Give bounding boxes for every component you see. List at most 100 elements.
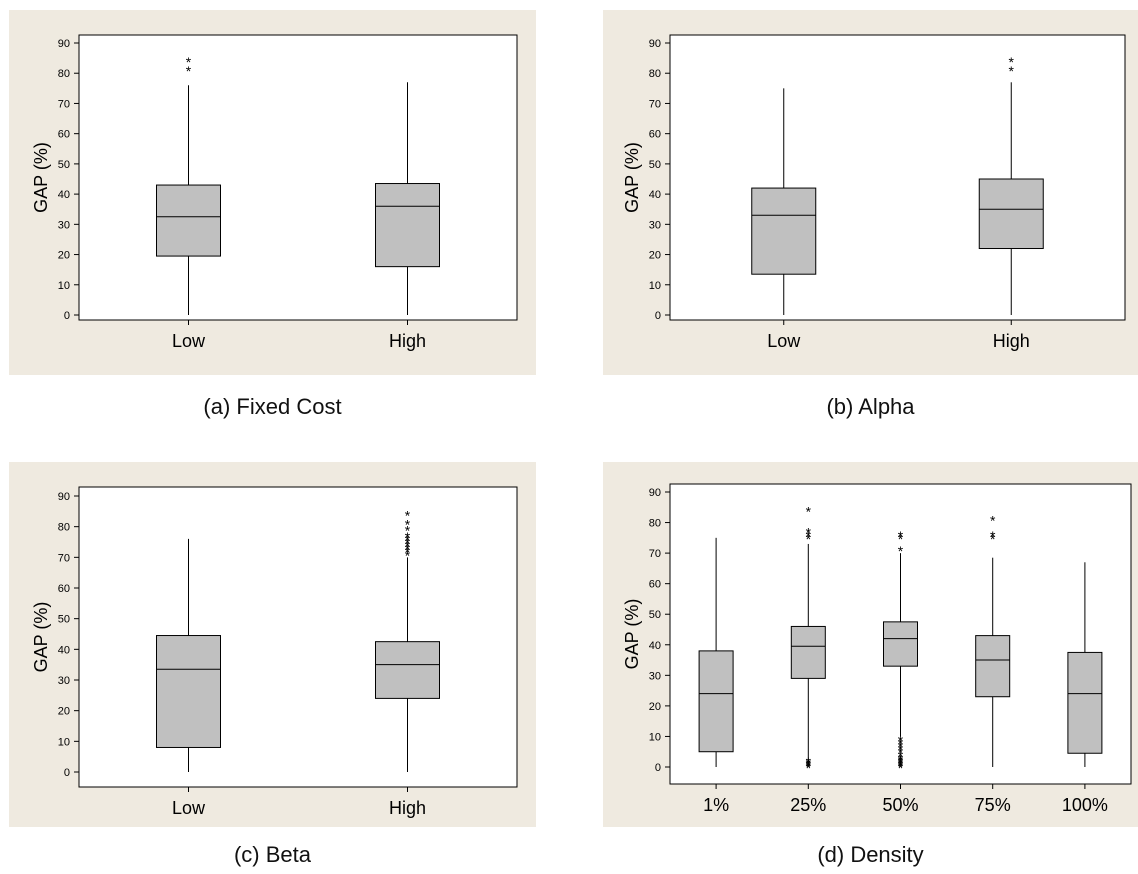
y-tick-label: 0 <box>64 767 70 779</box>
y-tick-label: 40 <box>58 189 70 201</box>
outlier-point: * <box>898 751 904 767</box>
outlier-point: * <box>806 525 812 541</box>
y-tick-label: 10 <box>649 280 661 292</box>
outlier-point: * <box>806 503 812 519</box>
boxplot-fixed-cost: 0 10 20 30 40 50 60 70 80 90 GAP (%) ** Low High <box>9 10 536 375</box>
outlier-point: * <box>898 736 904 752</box>
outlier-point: * <box>898 748 904 764</box>
chart-panel-beta: 0 10 20 30 40 50 60 70 80 90 GAP (%) Low * * * * * * * * * * H… <box>9 462 536 874</box>
outlier-point: * <box>806 531 812 547</box>
x-tick-label: High <box>389 798 426 818</box>
x-tick-label: 25% <box>790 795 826 815</box>
outlier-point: * <box>806 758 812 774</box>
y-tick-label: 10 <box>58 736 70 748</box>
y-tick-label: 80 <box>649 68 661 80</box>
y-tick-label: 60 <box>58 583 70 595</box>
plot-area <box>78 486 518 788</box>
outlier-point: * <box>898 543 904 559</box>
x-tick-label: 50% <box>882 795 918 815</box>
y-tick-label: 60 <box>649 579 661 591</box>
x-tick-label: High <box>389 331 426 351</box>
y-tick-label: 30 <box>649 219 661 231</box>
y-tick-label: 10 <box>58 280 70 292</box>
y-tick-label: 30 <box>58 675 70 687</box>
y-tick-label: 0 <box>64 310 70 322</box>
box-iqr <box>978 178 1044 250</box>
y-tick-label: 70 <box>58 552 70 564</box>
box-iqr <box>883 621 918 667</box>
outlier-point: * <box>898 758 904 774</box>
y-tick-label: 60 <box>58 129 70 141</box>
x-tick-label: 100% <box>1062 795 1108 815</box>
outlier-point: * <box>898 531 904 547</box>
outlier-point: * <box>898 528 904 544</box>
y-tick-label: 70 <box>649 98 661 110</box>
boxplot-alpha: 0 10 20 30 40 50 60 70 80 90 GAP (%) Low ** High <box>603 10 1138 375</box>
x-tick-label: 1% <box>703 795 729 815</box>
box-iqr <box>156 635 221 748</box>
y-tick-label: 80 <box>58 522 70 534</box>
y-tick-label: 70 <box>649 548 661 560</box>
plot-area <box>78 34 518 321</box>
outlier-point: * <box>806 755 812 771</box>
box-iqr <box>156 184 221 257</box>
outlier-point: * <box>898 754 904 770</box>
y-tick-label: 40 <box>649 189 661 201</box>
chart-panel-density: 0 10 20 30 40 50 60 70 80 90 GAP (%) 1% * * * * * * * * * 25%… <box>603 462 1138 874</box>
outlier-point: * <box>990 513 996 529</box>
y-tick-label: 80 <box>649 518 661 530</box>
box-iqr <box>375 641 440 699</box>
y-tick-label: 20 <box>649 250 661 262</box>
box-iqr <box>751 187 817 275</box>
x-tick-label: Low <box>172 331 206 351</box>
y-tick-label: 20 <box>58 706 70 718</box>
y-tick-label: 0 <box>655 310 661 322</box>
outlier-point: * <box>405 507 411 523</box>
chart-caption: (c) Beta <box>233 842 312 867</box>
y-tick-label: 50 <box>58 159 70 171</box>
y-tick-label: 0 <box>655 762 661 774</box>
outlier-point: * <box>898 757 904 773</box>
y-tick-label: 90 <box>649 38 661 50</box>
outlier-point: * <box>898 745 904 761</box>
box-iqr <box>975 635 1011 698</box>
x-tick-label: High <box>993 331 1030 351</box>
box-iqr <box>1067 651 1103 754</box>
outlier-point: * <box>1009 63 1015 79</box>
outlier-point: * <box>405 517 411 533</box>
outlier-point: * <box>405 529 411 545</box>
outlier-point: * <box>806 754 812 770</box>
y-tick-label: 50 <box>649 159 661 171</box>
outlier-point: * <box>405 547 411 563</box>
outlier-point: * <box>898 760 904 776</box>
chart-caption: (d) Density <box>817 842 924 867</box>
chart-panel-fixed-cost: 0 10 20 30 40 50 60 70 80 90 GAP (%) * * Low High (a) … <box>9 10 536 450</box>
plot-area <box>669 34 1126 321</box>
chart-caption: (a) Fixed Cost <box>203 394 342 419</box>
outlier-point: * <box>898 755 904 771</box>
y-tick-label: 40 <box>58 644 70 656</box>
outlier-point: * <box>186 63 192 79</box>
y-axis-label: GAP (%) <box>31 602 51 673</box>
y-tick-label: 90 <box>58 491 70 503</box>
box-iqr <box>375 183 440 268</box>
y-axis-label: GAP (%) <box>622 599 642 670</box>
outlier-point: * <box>806 528 812 544</box>
y-tick-label: 90 <box>58 38 70 50</box>
outlier-point: * <box>990 531 996 547</box>
y-tick-label: 80 <box>58 68 70 80</box>
outlier-point: * <box>898 733 904 749</box>
outlier-point: * <box>405 541 411 557</box>
y-tick-label: 90 <box>649 487 661 499</box>
outlier-point: * <box>806 760 812 776</box>
y-tick-label: 50 <box>58 614 70 626</box>
outlier-point: * <box>898 739 904 755</box>
chart-panel-alpha: 0 10 20 30 40 50 60 70 80 90 GAP (%) Low * * High (b) … <box>603 10 1138 450</box>
outlier-point: * <box>1009 54 1015 70</box>
outlier-point: * <box>405 544 411 560</box>
outlier-point: * <box>898 752 904 768</box>
outlier-point: * <box>405 532 411 548</box>
y-tick-label: 10 <box>649 731 661 743</box>
outlier-point: * <box>405 538 411 554</box>
outlier-point: * <box>405 523 411 539</box>
